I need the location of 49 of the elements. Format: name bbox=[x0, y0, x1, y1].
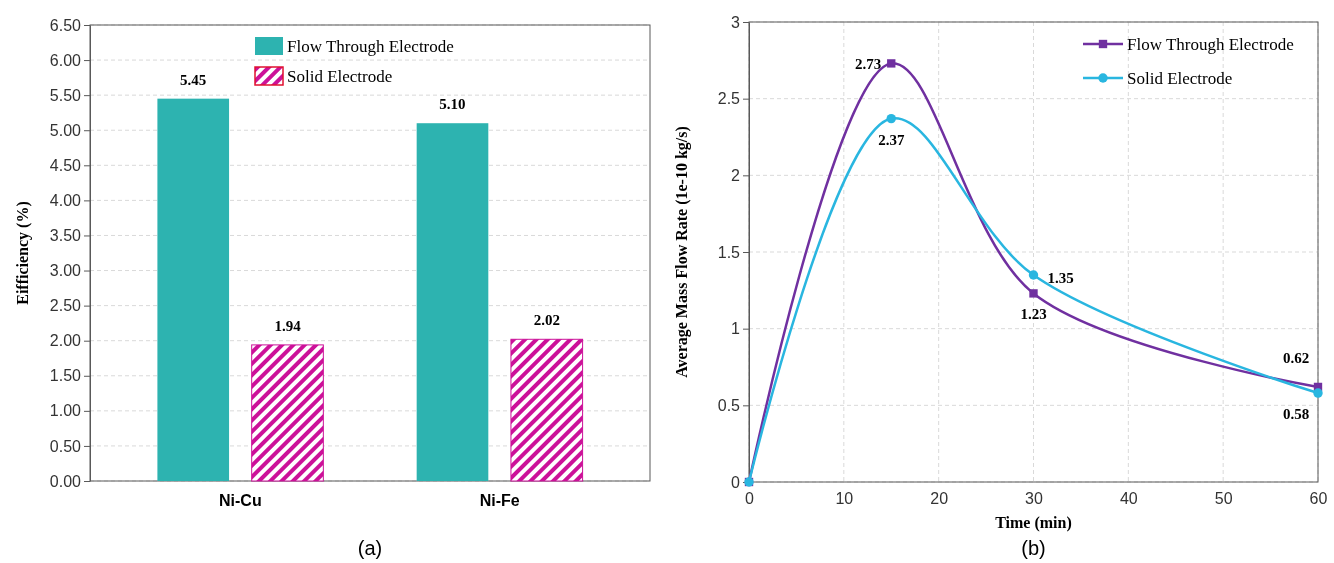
y-tick-label: 3.50 bbox=[49, 227, 82, 245]
y-tick-label: 0 bbox=[731, 473, 741, 491]
y-axis-title: Eifficiency (%) bbox=[14, 201, 32, 305]
x-tick-label: 60 bbox=[1309, 490, 1328, 508]
y-tick-label: 6.00 bbox=[49, 51, 82, 69]
data-label: 2.02 bbox=[533, 312, 560, 329]
y-tick-label: 5.50 bbox=[49, 86, 82, 104]
legend-label: Solid Electrode bbox=[1127, 69, 1233, 88]
y-tick-label: 0.00 bbox=[49, 472, 82, 490]
data-label: 0.58 bbox=[1282, 406, 1310, 423]
x-tick-label: 20 bbox=[930, 490, 949, 508]
y-tick-label: 4.50 bbox=[49, 156, 82, 174]
text: (b) bbox=[1021, 537, 1046, 559]
y-tick-label: 0.5 bbox=[717, 396, 741, 414]
data-label: 1.35 bbox=[1047, 270, 1074, 286]
y-tick-label: 4.00 bbox=[49, 192, 82, 209]
legend-label: Flow Through Electrode bbox=[287, 37, 454, 56]
y-tick-label: 2.00 bbox=[49, 332, 82, 350]
x-tick-label: Ni-Cu bbox=[219, 492, 262, 510]
data-label: 2.73 bbox=[855, 56, 882, 73]
y-tick-label: 3.00 bbox=[49, 262, 82, 280]
y-tick-label: 5.00 bbox=[49, 121, 82, 139]
x-tick-label: 0 bbox=[745, 490, 755, 508]
text: (a) bbox=[357, 537, 383, 559]
x-tick-label: 50 bbox=[1214, 490, 1233, 508]
legend-label: Flow Through Electrode bbox=[1127, 35, 1294, 54]
y-tick-label: 6.50 bbox=[49, 16, 82, 34]
y-tick-label: 1.5 bbox=[717, 243, 741, 261]
y-tick-label: 1 bbox=[731, 320, 741, 338]
y-tick-label: 0.50 bbox=[49, 437, 82, 455]
x-tick-label: 30 bbox=[1025, 490, 1043, 508]
x-tick-label: 10 bbox=[835, 490, 854, 508]
y-tick-label: 2 bbox=[731, 166, 741, 184]
x-tick-label: 40 bbox=[1119, 490, 1138, 508]
y-axis-title: Average Mass Flow Rate (1e-10 kg/s) bbox=[673, 126, 691, 378]
data-label: 1.23 bbox=[1020, 306, 1047, 323]
x-tick-label: Ni-Fe bbox=[479, 492, 520, 510]
x-axis-title: Time (min) bbox=[995, 514, 1072, 532]
legend-label: Solid Electrode bbox=[287, 67, 393, 86]
y-tick-label: 3 bbox=[731, 13, 741, 31]
y-tick-label: 2.50 bbox=[49, 297, 82, 315]
y-tick-label: 1.50 bbox=[49, 367, 82, 385]
y-tick-label: 2.5 bbox=[717, 90, 741, 108]
data-label: 5.45 bbox=[180, 71, 207, 88]
data-label: 2.37 bbox=[878, 131, 905, 148]
data-label: 0.62 bbox=[1282, 349, 1310, 366]
data-label: 1.94 bbox=[274, 317, 302, 334]
y-tick-label: 1.00 bbox=[49, 402, 82, 420]
data-label: 5.10 bbox=[439, 96, 466, 113]
